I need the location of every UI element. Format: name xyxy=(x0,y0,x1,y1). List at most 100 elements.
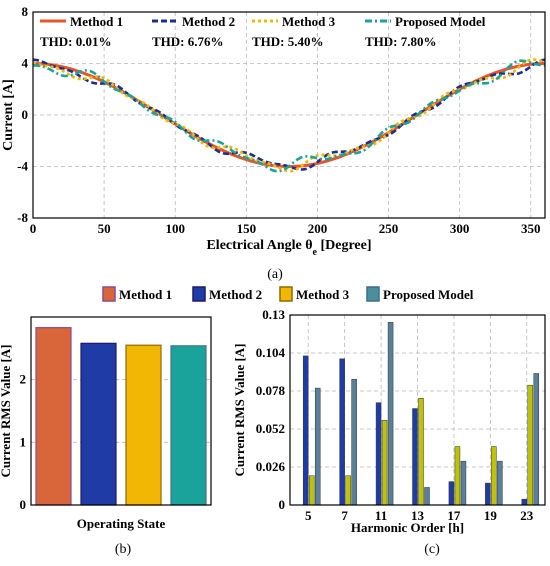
legend-label: Method 3 xyxy=(282,14,336,29)
panel-c-xtick-label: 23 xyxy=(520,508,534,523)
panel-a-xtick-label: 0 xyxy=(30,221,37,236)
legend-label: Proposed Model xyxy=(395,14,486,29)
panel-c-xtick-label: 17 xyxy=(447,508,461,523)
bar-h23-proposed-model xyxy=(533,373,540,506)
panel-c-ytick-label: 0 xyxy=(279,497,286,512)
panel-a-xtick-label: 200 xyxy=(308,221,328,236)
panel-a-xlabel-main: Electrical Angle θ xyxy=(206,238,312,253)
panel-c-xtick-label: 5 xyxy=(305,508,312,523)
bar-h5-method-3 xyxy=(308,475,315,506)
panel-a-legend: Method 1 THD: 0.01% Method 2 THD: 6.76% Meth… xyxy=(40,14,486,49)
legend-label: Method 2 xyxy=(209,287,262,302)
bar-h19-method-3 xyxy=(491,446,497,506)
panel-b-bars xyxy=(35,327,207,506)
panel-b-frame xyxy=(30,316,212,506)
panel-a-ylabel: Current [A] xyxy=(1,79,16,151)
panel-c-ytick-label: 0.052 xyxy=(256,421,285,436)
bar-h23-method-3 xyxy=(527,384,534,506)
panel-a-xticks: 0 50 100 150 200 250 300 350 xyxy=(30,221,541,236)
panel-b-ytick-label: 0 xyxy=(20,497,27,512)
bar-h7-proposed-model xyxy=(351,379,357,506)
panel-c-yticks: 0 0.026 0.052 0.078 0.104 0.13 xyxy=(256,307,286,512)
panel-a-xtick-label: 100 xyxy=(165,221,185,236)
panel-b-xlabel: Operating State xyxy=(77,516,166,531)
panel-c-xtick-label: 19 xyxy=(484,508,498,523)
panel-c-bars xyxy=(302,322,540,506)
panel-a-xtick-label: 150 xyxy=(237,221,257,236)
legend-label: Method 3 xyxy=(296,287,350,302)
bar-h7-method-3 xyxy=(345,475,351,506)
bar-h5-proposed-model xyxy=(314,387,321,506)
legend-swatch-method-3 xyxy=(279,286,293,302)
panel-c-ytick-label: 0.026 xyxy=(256,459,286,474)
legend-label: Proposed Model xyxy=(383,287,474,302)
panel-a-ytick-label: 0 xyxy=(22,107,29,122)
panel-c-ytick-label: 0.078 xyxy=(256,383,286,398)
panel-a-xtick-label: 350 xyxy=(521,221,541,236)
panel-a-xtick-label: 50 xyxy=(98,221,111,236)
panel-c-xticks: 5 7 11 13 17 19 23 xyxy=(305,508,534,523)
bar-h11-proposed-model xyxy=(387,322,394,506)
panel-c-xtick-label: 7 xyxy=(341,508,348,523)
panel-b-yticks: 0 1 2 xyxy=(20,372,27,512)
bar-h17-method-2 xyxy=(448,481,455,506)
bar-h13-method-3 xyxy=(418,398,424,506)
panel-c-xtick-label: 11 xyxy=(375,508,387,523)
bar-method-2 xyxy=(80,342,117,506)
bar-h19-method-2 xyxy=(485,482,491,506)
legend-label: Method 1 xyxy=(119,287,172,302)
legend-label: Method 2 xyxy=(182,14,235,29)
panel-c-frame xyxy=(289,314,546,506)
legend-thd-label: THD: 5.40% xyxy=(252,34,324,49)
legend-thd-label: THD: 7.80% xyxy=(365,34,437,49)
panel-a-yticks: 8 4 0 -4 -8 xyxy=(17,4,28,225)
panel-b-label: (b) xyxy=(115,542,132,557)
bar-h13-proposed-model xyxy=(424,487,430,506)
bar-h5-method-2 xyxy=(302,355,309,506)
panel-c-xlabel: Harmonic Order [h] xyxy=(351,520,464,535)
panel-b-ylabel: Current RMS Value [A] xyxy=(0,344,13,477)
bar-h7-method-2 xyxy=(339,358,345,506)
bar-h13-method-2 xyxy=(412,408,418,506)
bar-method-1 xyxy=(35,327,72,506)
panel-b: 0 1 2 Current RMS Value [A] Operating Stat… xyxy=(0,316,212,557)
legend-label: Method 1 xyxy=(70,14,123,29)
bar-h11-method-3 xyxy=(381,419,388,506)
panel-a-ytick-label: -4 xyxy=(17,159,28,174)
panel-c-ytick-label: 0.104 xyxy=(256,345,286,360)
panel-a-xlabel-sub: e xyxy=(313,247,318,258)
bar-h11-method-2 xyxy=(375,402,382,506)
panel-a-lines xyxy=(32,58,546,173)
panel-a-label: (a) xyxy=(267,267,283,282)
bar-h17-proposed-model xyxy=(460,460,467,506)
panel-a-xlabel: Electrical Angle θe [Degree] xyxy=(206,238,371,258)
bar-proposed-model xyxy=(170,345,207,506)
panel-a-frame xyxy=(32,11,546,219)
panel-c-ylabel: Current RMS Value [A] xyxy=(232,343,247,476)
panel-c-ytick-label: 0.13 xyxy=(262,307,285,322)
panel-b-ytick-label: 1 xyxy=(20,434,27,449)
panel-a-xlabel-tail: [Degree] xyxy=(317,238,372,253)
bar-h19-proposed-model xyxy=(497,460,503,506)
panel-a-ytick-label: -8 xyxy=(17,210,28,225)
panel-b-ytick-label: 2 xyxy=(20,372,27,387)
bar-h23-method-2 xyxy=(521,498,528,506)
panel-a-xtick-label: 250 xyxy=(379,221,399,236)
panel-c-label: (c) xyxy=(424,542,440,557)
panel-a-xtick-label: 300 xyxy=(450,221,470,236)
panel-c-xtick-label: 13 xyxy=(411,508,425,523)
panel-a: 0 50 100 150 200 250 300 350 8 4 0 -4 -8 Method 1 TH… xyxy=(1,4,546,282)
bar-h17-method-3 xyxy=(454,446,461,506)
panel-a-ytick-label: 4 xyxy=(22,56,29,71)
legend-swatch-method-2 xyxy=(192,286,206,302)
legend-swatch-proposed-model xyxy=(366,286,380,302)
bar-method-3 xyxy=(125,344,162,506)
panel-a-ytick-label: 8 xyxy=(22,4,29,19)
legend-thd-label: THD: 0.01% xyxy=(40,34,112,49)
legend-swatch-method-1 xyxy=(102,286,116,302)
panel-c: 5 7 11 13 17 19 23 0 0.026 0.052 0.078 0.104 0.13 C… xyxy=(232,307,546,557)
series-line-proposed-model xyxy=(32,59,545,173)
legend-thd-label: THD: 6.76% xyxy=(152,34,224,49)
panel-bc-legend: Method 1 Method 2 Method 3 Proposed Model xyxy=(102,286,474,302)
